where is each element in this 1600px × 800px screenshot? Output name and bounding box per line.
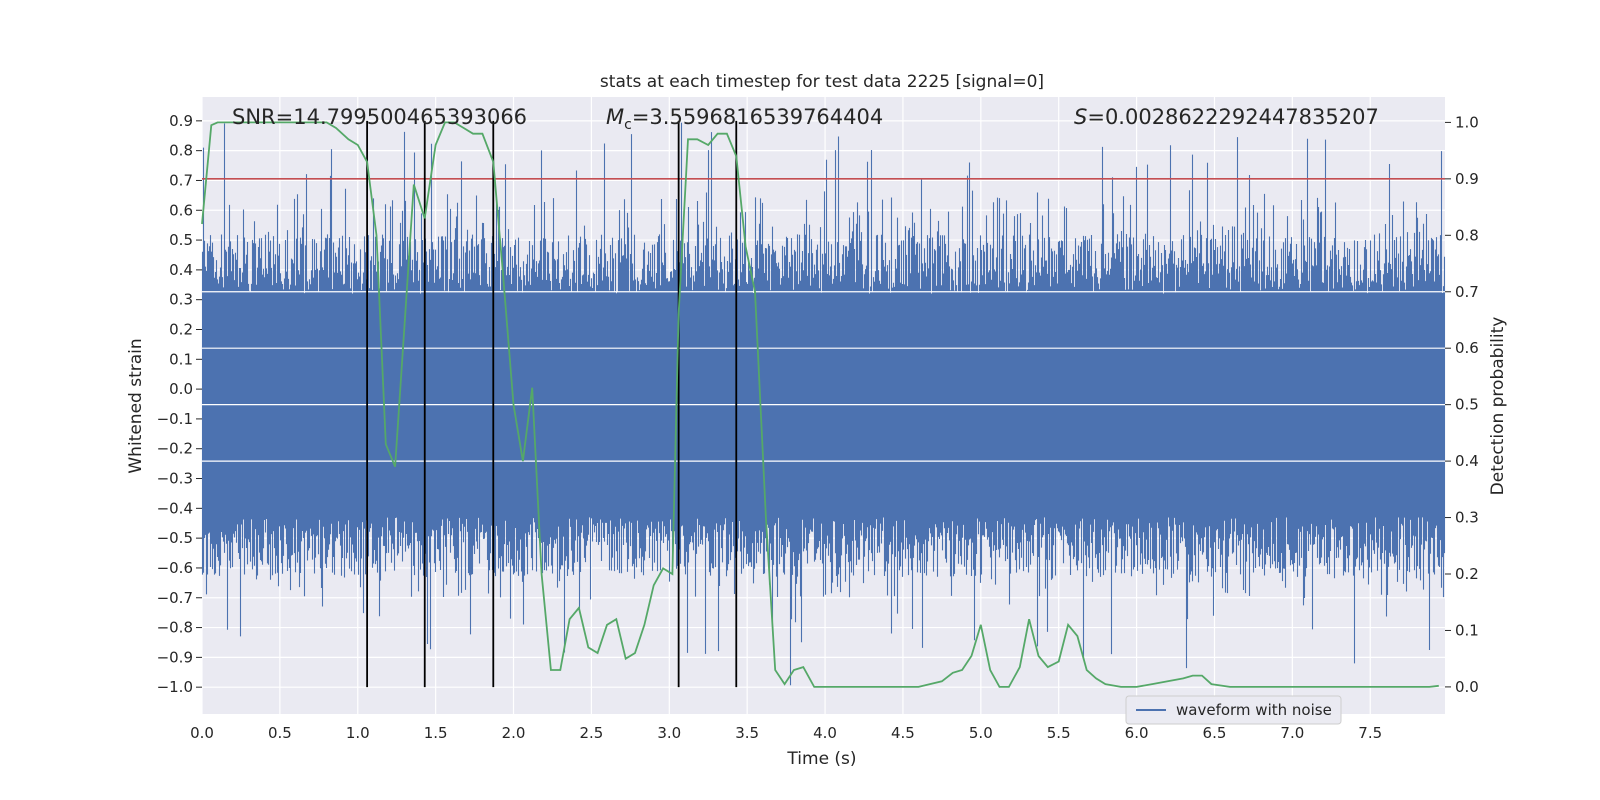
y-left-axis-label: Whitened strain <box>126 338 146 473</box>
y-left-tick-label: −0.8 <box>157 619 193 637</box>
x-tick-label: 5.0 <box>969 724 993 742</box>
x-tick-label: 7.0 <box>1280 724 1304 742</box>
y-right-tick-label: 0.0 <box>1455 678 1479 696</box>
x-axis-label: Time (s) <box>786 749 856 769</box>
y-left-tick-label: −0.4 <box>157 499 193 517</box>
y-right-tick-label: 0.3 <box>1455 509 1479 527</box>
y-right-tick-label: 1.0 <box>1455 113 1479 131</box>
y-left-tick-label: −0.9 <box>157 648 193 666</box>
y-left-tick-label: 0.5 <box>169 231 193 249</box>
x-tick-label: 5.5 <box>1047 724 1071 742</box>
y-right-tick-label: 0.1 <box>1455 621 1479 639</box>
y-left-tick-label: −0.6 <box>157 559 193 577</box>
mc-value: =3.5596816539764404 <box>632 105 883 129</box>
y-right-tick-label: 0.7 <box>1455 283 1479 301</box>
chirp-mass-annotation: Mc=3.5596816539764404 <box>606 105 883 133</box>
y-left-tick-label: 0.3 <box>169 291 193 309</box>
legend-box <box>1125 695 1342 725</box>
y-left-tick-label: −0.1 <box>157 410 193 428</box>
x-tick-label: 1.5 <box>424 724 448 742</box>
x-tick-label: 0.0 <box>190 724 214 742</box>
mc-subscript: c <box>624 117 632 133</box>
x-axis-ticks: 0.0 0.5 1.0 1.5 2.0 2.5 3.0 3.5 4.0 4.5 5.0 5.5 6.0 6… <box>190 724 1382 742</box>
chart-title: stats at each timestep for test data 222… <box>600 72 1044 92</box>
waveform-series <box>201 122 1446 686</box>
x-tick-label: 4.0 <box>813 724 837 742</box>
legend: waveform with noise <box>1125 695 1342 725</box>
x-tick-label: 7.5 <box>1358 724 1382 742</box>
y-left-tick-label: 0.2 <box>169 320 193 338</box>
x-tick-label: 6.0 <box>1125 724 1149 742</box>
y-right-axis-ticks: 1.0 0.9 0.8 0.7 0.6 0.5 0.4 0.3 0.2 0.1 0.0 <box>1445 113 1479 696</box>
y-left-tick-label: −1.0 <box>157 678 193 696</box>
y-left-tick-label: −0.7 <box>157 589 193 607</box>
x-tick-label: 0.5 <box>268 724 292 742</box>
y-right-axis-label: Detection probability <box>1488 317 1508 496</box>
y-left-tick-label: 0.4 <box>169 261 193 279</box>
s-value: =0.0028622292447835207 <box>1087 105 1379 129</box>
y-left-tick-label: −0.5 <box>157 529 193 547</box>
y-left-tick-label: 0.8 <box>169 142 193 160</box>
y-left-axis-ticks: 0.9 0.8 0.7 0.6 0.5 0.4 0.3 0.2 0.1 0.0 −0.1 −0.2 −0… <box>157 112 202 696</box>
y-right-tick-label: 0.8 <box>1455 226 1479 244</box>
x-tick-label: 2.5 <box>579 724 603 742</box>
y-left-tick-label: 0.1 <box>169 350 193 368</box>
y-right-tick-label: 0.5 <box>1455 396 1479 414</box>
x-tick-label: 3.5 <box>735 724 759 742</box>
s-symbol: S <box>1074 105 1087 129</box>
x-tick-label: 4.5 <box>891 724 915 742</box>
y-left-tick-label: −0.2 <box>157 440 193 458</box>
y-left-tick-label: 0.7 <box>169 171 193 189</box>
y-right-tick-label: 0.9 <box>1455 170 1479 188</box>
y-right-tick-label: 0.6 <box>1455 339 1479 357</box>
y-left-tick-label: 0.6 <box>169 201 193 219</box>
mc-symbol: M <box>606 105 624 129</box>
probability-line <box>201 121 1439 688</box>
x-tick-label: 1.0 <box>346 724 370 742</box>
waveform-band <box>202 293 1445 518</box>
legend-label: waveform with noise <box>1176 701 1332 719</box>
snr-annotation: SNR=14.799500465393066 <box>232 105 527 129</box>
y-left-tick-label: 0.0 <box>169 380 193 398</box>
probability-series <box>201 121 1439 688</box>
s-annotation: S=0.0028622292447835207 <box>1074 105 1379 129</box>
x-tick-label: 2.0 <box>502 724 526 742</box>
y-right-tick-label: 0.2 <box>1455 565 1479 583</box>
x-tick-label: 3.0 <box>657 724 681 742</box>
x-tick-label: 6.5 <box>1203 724 1227 742</box>
y-right-tick-label: 0.4 <box>1455 452 1479 470</box>
y-left-tick-label: 0.9 <box>169 112 193 130</box>
y-left-tick-label: −0.3 <box>157 470 193 488</box>
